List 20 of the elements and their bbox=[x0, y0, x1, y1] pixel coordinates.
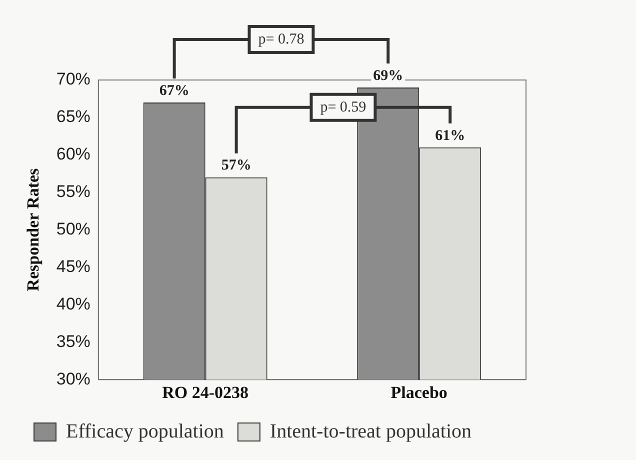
y-tick-label: 65% bbox=[56, 107, 90, 126]
y-tick-label: 50% bbox=[56, 219, 90, 238]
text: p= 0.78 bbox=[258, 31, 304, 48]
legend-label: Efficacy population bbox=[66, 420, 224, 442]
x-tick-label: Placebo bbox=[390, 383, 448, 402]
x-tick-label: RO 24-0238 bbox=[162, 383, 249, 402]
y-tick-label: 40% bbox=[56, 294, 90, 314]
data-label: 69% bbox=[373, 68, 404, 84]
y-tick-label: 70% bbox=[56, 70, 90, 89]
y-axis-title: Responder Rates bbox=[24, 168, 43, 292]
data-label: 61% bbox=[435, 128, 466, 144]
data-label: 57% bbox=[221, 158, 252, 174]
y-tick-label: 30% bbox=[56, 369, 90, 388]
annotation: p= 0.59 bbox=[320, 99, 366, 116]
data-label: 67% bbox=[159, 82, 190, 99]
y-tick-label: 45% bbox=[56, 256, 90, 276]
y-tick-label: 35% bbox=[56, 332, 90, 351]
y-tick-label: 55% bbox=[56, 182, 90, 202]
y-tick-label: 60% bbox=[56, 144, 90, 164]
legend-label: Intent-to-treat population bbox=[270, 420, 472, 442]
